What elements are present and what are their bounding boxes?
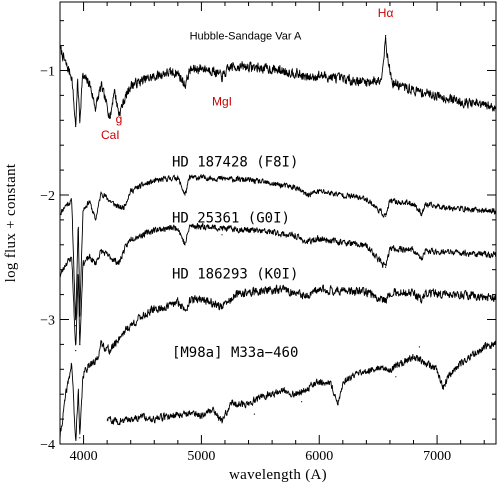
absorption-line-point	[253, 413, 255, 415]
absorption-line-point	[79, 119, 81, 121]
absorption-line-point	[306, 194, 308, 196]
absorption-line-point	[123, 206, 125, 208]
absorption-line-point	[123, 250, 125, 252]
spectral-line-annotation: g	[116, 112, 123, 126]
absorption-line-point	[118, 337, 120, 339]
absorption-line-point	[118, 113, 120, 115]
absorption-line-point	[75, 125, 77, 128]
absorption-line-point	[306, 77, 308, 79]
absorption-line-point	[385, 215, 387, 217]
absorption-line-point	[337, 403, 339, 405]
x-tick-label: 6000	[305, 449, 333, 464]
emission-line-point	[385, 35, 387, 37]
emission-line-point	[418, 346, 420, 348]
spectral-line-annotation: Hα	[378, 6, 394, 20]
absorption-line-point	[109, 117, 111, 119]
x-axis-title: wavelength (A)	[229, 467, 327, 483]
absorption-line-point	[442, 387, 444, 389]
spectrum-line-1	[59, 35, 497, 127]
absorption-line-point	[221, 76, 223, 78]
series-label: Hubble-Sandage Var A	[190, 30, 302, 42]
y-tick-label: −3	[40, 313, 55, 328]
series-label: HD 186293 (K0I)	[172, 266, 298, 282]
spectrum-line-5	[106, 340, 497, 426]
absorption-line-point	[75, 325, 77, 327]
absorption-line-point	[221, 234, 223, 236]
spectrum-line-4	[59, 284, 497, 442]
series-label: HD 187428 (F8I)	[172, 154, 298, 170]
absorption-line-point	[385, 266, 387, 268]
absorption-line-point	[184, 194, 186, 196]
absorption-line-point	[306, 241, 308, 243]
absorption-line-point	[385, 300, 387, 302]
absorption-line-point	[221, 421, 223, 423]
absorption-line-point	[421, 300, 423, 302]
x-tick-label: 5000	[187, 449, 215, 464]
series-label: HD 25361 (G0I)	[172, 210, 290, 226]
y-axis-title: log flux + constant	[3, 163, 19, 282]
line-annotations: Hα MgI g CaI	[101, 6, 393, 142]
absorption-line-point	[421, 213, 423, 215]
plot-frame	[59, 1, 497, 445]
absorption-line-point	[221, 306, 223, 308]
absorption-line-point	[94, 107, 97, 109]
absorption-line-point	[421, 259, 423, 261]
absorption-line-point	[75, 443, 77, 445]
absorption-line-point	[109, 350, 111, 352]
spectrum-line-3	[59, 222, 497, 346]
absorption-line-point	[301, 401, 303, 403]
series-label: [M98a] M33a−460	[172, 345, 298, 361]
x-tick-label: 7000	[423, 449, 451, 464]
spectrum-line-2	[59, 174, 497, 321]
axis-ticks	[59, 2, 496, 445]
spectral-line-annotation: CaI	[101, 128, 120, 142]
series-group	[59, 35, 497, 445]
tick-labels: 4000 5000 6000 7000 −1 −2 −3 −4	[40, 64, 451, 464]
absorption-line-point	[79, 437, 81, 439]
series-labels: Hubble-Sandage Var A HD 187428 (F8I) HD 25…	[172, 30, 302, 360]
y-tick-label: −4	[40, 438, 55, 453]
absorption-line-point	[306, 296, 308, 298]
absorption-line-point	[184, 244, 186, 246]
absorption-line-point	[395, 376, 397, 378]
absorption-line-point	[94, 219, 97, 221]
x-tick-label: 4000	[70, 449, 98, 464]
spectral-line-annotation: MgI	[212, 94, 232, 108]
y-tick-label: −1	[40, 64, 55, 79]
absorption-line-point	[109, 256, 111, 258]
absorption-line-point	[79, 343, 81, 345]
absorption-line-point	[75, 350, 77, 352]
y-tick-label: −2	[40, 189, 55, 204]
absorption-line-point	[184, 84, 186, 86]
